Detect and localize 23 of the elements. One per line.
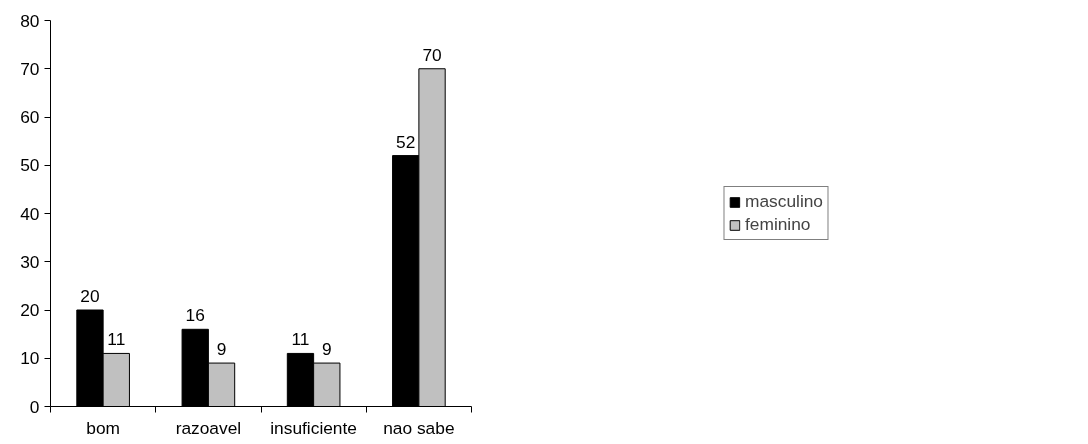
y-tick-label: 0 <box>29 396 40 417</box>
x-tick-label: insuficiente <box>270 417 357 438</box>
x-tick-label: nao sabe <box>383 417 455 438</box>
data-label: 9 <box>321 339 332 360</box>
y-tick-label: 60 <box>20 107 40 127</box>
x-tick-label: bom <box>86 417 120 438</box>
legend-label: masculino <box>744 191 824 212</box>
data-label: 9 <box>216 339 227 360</box>
y-tick-label: 30 <box>20 251 40 272</box>
y-tick-label: 10 <box>20 348 40 369</box>
y-tick-label: 80 <box>20 10 40 31</box>
y-tick-label: 50 <box>20 155 40 176</box>
data-label: 11 <box>291 329 310 350</box>
y-tick-label: 40 <box>20 203 40 224</box>
data-label: 16 <box>185 305 205 326</box>
data-label: 11 <box>107 329 126 350</box>
data-label: 52 <box>396 131 416 152</box>
x-tick-label: razoavel <box>175 417 242 438</box>
data-label: 70 <box>422 44 442 65</box>
data-label: 20 <box>80 286 100 306</box>
legend-label: feminino <box>744 214 811 235</box>
y-tick-label: 20 <box>20 300 40 320</box>
y-tick-label: 70 <box>20 58 40 79</box>
